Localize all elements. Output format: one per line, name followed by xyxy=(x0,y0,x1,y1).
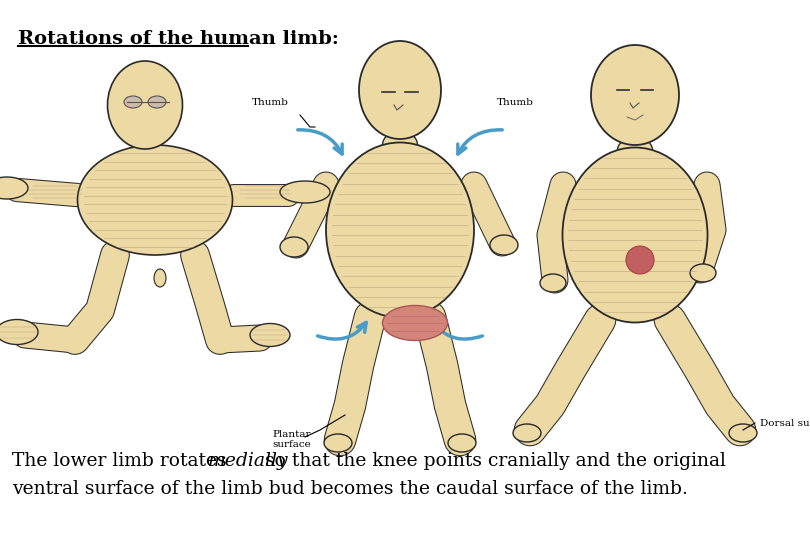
Ellipse shape xyxy=(690,264,716,282)
Ellipse shape xyxy=(0,320,38,345)
Ellipse shape xyxy=(729,424,757,442)
Ellipse shape xyxy=(78,145,232,255)
Ellipse shape xyxy=(148,96,166,108)
Ellipse shape xyxy=(124,96,142,108)
Ellipse shape xyxy=(591,45,679,145)
Ellipse shape xyxy=(562,147,707,322)
Ellipse shape xyxy=(133,136,161,158)
Ellipse shape xyxy=(280,181,330,203)
Ellipse shape xyxy=(540,274,566,292)
Text: so that the knee points cranially and the original: so that the knee points cranially and th… xyxy=(259,452,726,470)
Ellipse shape xyxy=(513,424,541,442)
Ellipse shape xyxy=(490,235,518,255)
Text: The lower limb rotates: The lower limb rotates xyxy=(12,452,232,470)
Ellipse shape xyxy=(324,434,352,452)
Ellipse shape xyxy=(280,237,308,257)
Ellipse shape xyxy=(108,61,182,149)
Ellipse shape xyxy=(326,143,474,318)
Ellipse shape xyxy=(382,306,447,341)
Ellipse shape xyxy=(250,323,290,347)
Text: ventral surface of the limb bud becomes the caudal surface of the limb.: ventral surface of the limb bud becomes … xyxy=(12,480,688,498)
Circle shape xyxy=(626,246,654,274)
Ellipse shape xyxy=(382,131,417,159)
Ellipse shape xyxy=(448,434,476,452)
Ellipse shape xyxy=(154,269,166,287)
Text: Rotations of the human limb:: Rotations of the human limb: xyxy=(18,30,339,48)
Text: Plantar
surface: Plantar surface xyxy=(273,430,311,449)
Ellipse shape xyxy=(617,138,653,163)
Text: medially: medially xyxy=(208,452,288,470)
Text: Dorsal surface: Dorsal surface xyxy=(760,418,810,428)
Text: Thumb: Thumb xyxy=(497,98,534,107)
Ellipse shape xyxy=(359,41,441,139)
Ellipse shape xyxy=(0,177,28,199)
Text: Thumb: Thumb xyxy=(252,98,288,107)
